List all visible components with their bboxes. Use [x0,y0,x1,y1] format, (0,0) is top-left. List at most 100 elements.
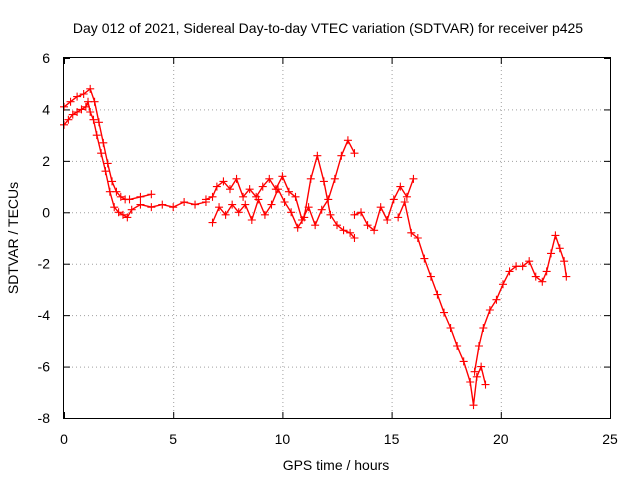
series-line [205,139,356,226]
data-point [363,221,372,230]
data-point [313,151,322,160]
data-point [481,380,490,389]
data-point [81,102,90,111]
data-point [531,272,540,281]
data-point [396,182,405,191]
data-point [254,195,263,204]
data-point [127,205,136,214]
series-s-19-23 [470,231,571,376]
data-point [89,115,98,124]
data-point [300,213,309,222]
data-point [110,203,119,212]
data-point [118,210,127,219]
data-point [108,177,117,186]
data-point [73,92,82,101]
data-point [291,192,300,201]
data-point [136,200,145,209]
data-point [538,277,547,286]
data-point [90,97,99,106]
tick-marks [64,58,611,419]
data-point [99,138,108,147]
data-point [547,249,556,258]
x-axis-label: GPS time / hours [283,457,390,473]
series-dense-b [208,151,359,242]
data-point [311,221,320,230]
data-point [79,90,88,98]
chart-title: Day 012 of 2021, Sidereal Day-to-day VTE… [73,20,583,36]
data-point [446,324,455,332]
data-point [492,295,501,304]
data-point [201,195,210,204]
data-point [317,205,326,214]
data-point [376,203,385,212]
data-point [123,213,132,222]
data-point [92,131,101,140]
data-point [330,174,339,183]
data-point [542,267,551,276]
data-point [191,200,200,209]
data-point [284,187,293,196]
data-point [116,192,125,201]
y-tick-label: 4 [42,101,50,117]
data-point [267,200,276,209]
data-point [383,216,392,224]
data-point [280,198,289,206]
data-point [505,267,514,276]
data-point [293,223,302,232]
gridlines [64,58,610,418]
data-point [560,257,569,266]
data-point [278,172,287,181]
x-tick-label: 0 [60,431,68,447]
data-point [239,192,248,201]
data-point [485,306,494,314]
data-point [562,272,571,281]
data-point [219,177,228,186]
data-point [208,192,217,201]
data-point [357,208,366,217]
data-point [101,167,110,176]
series-line [63,100,207,219]
data-point [86,108,95,116]
data-point [125,195,134,204]
data-point [472,372,481,381]
data-point [420,254,429,263]
data-point [73,108,82,116]
data-point [158,200,167,209]
data-point [413,234,422,242]
data-point [103,159,112,168]
data-point [221,210,230,219]
data-point [208,218,217,227]
data-point [274,185,283,194]
data-point [306,174,315,183]
y-tick-label: 2 [42,153,50,169]
x-tick-label: 20 [493,431,509,447]
data-point [319,177,328,186]
data-point [474,342,483,350]
data-point [86,84,95,93]
data-point [389,195,398,204]
data-point [66,97,75,106]
x-tick-label: 15 [384,431,400,447]
data-point [215,203,224,212]
data-point [459,357,468,366]
y-tick-label: 6 [42,50,50,66]
data-point [350,210,359,219]
series-line [397,201,487,406]
data-point [326,210,335,219]
data-point [525,257,534,266]
data-point [343,136,352,145]
series-dense-c [350,174,418,235]
y-tick-label: -6 [38,359,51,375]
tick-labels: 0 5 10 15 20 25 -8 -6 -4 -2 0 2 4 6 [38,50,618,447]
data-point [241,200,250,209]
data-point [337,151,346,160]
series-line [354,178,415,232]
data-point [453,342,462,350]
data-point [402,192,411,201]
data-point [260,210,269,219]
data-point [479,324,488,332]
series-upper [60,84,156,204]
y-tick-label: -8 [38,410,51,426]
data-point [555,244,564,253]
